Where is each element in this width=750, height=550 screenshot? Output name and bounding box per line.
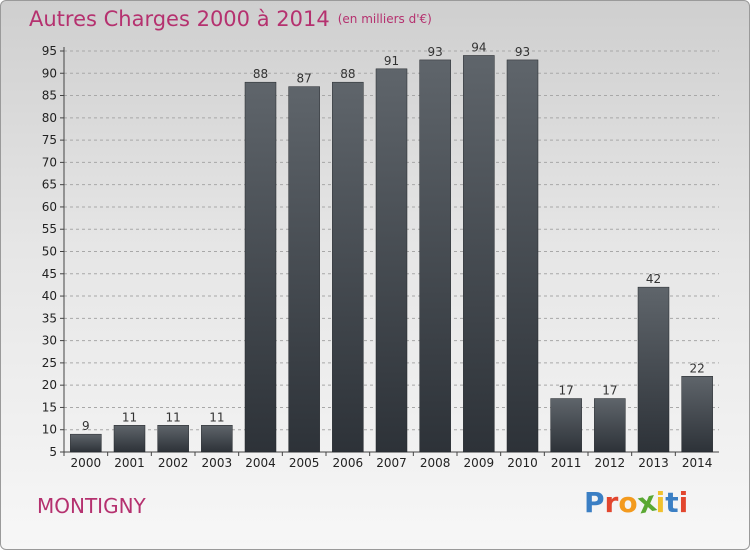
value-label-2007: 91 (384, 54, 399, 68)
y-tick-label: 90 (42, 66, 57, 80)
value-label-2006: 88 (340, 67, 355, 81)
value-label-2013: 42 (646, 272, 661, 286)
y-tick-label: 30 (42, 334, 57, 348)
chart-subtitle: (en milliers d'€) (337, 12, 432, 26)
x-tick-label-2007: 2007 (376, 456, 407, 470)
logo-letter: P (584, 486, 605, 519)
bar-2006 (332, 81, 364, 453)
x-tick-label-2010: 2010 (507, 456, 538, 470)
chart-title: Autres Charges 2000 à 2014 (29, 7, 330, 31)
y-tick-label: 20 (42, 378, 57, 392)
bar-2005 (288, 86, 320, 453)
value-label-2008: 93 (428, 45, 443, 59)
bar-2002 (157, 425, 189, 453)
bar-2007 (375, 68, 408, 453)
y-tick-label: 10 (42, 423, 57, 437)
value-label-2001: 11 (122, 410, 137, 424)
value-label-2002: 11 (166, 410, 181, 424)
value-label-2012: 17 (602, 384, 617, 398)
bar-2013 (637, 286, 670, 453)
x-tick-label-2000: 2000 (71, 456, 102, 470)
bar-2008 (419, 59, 451, 453)
value-labels: 9 11 11 11 88 87 88 91 93 94 93 17 17 42 22 (82, 40, 705, 433)
y-tick-label: 65 (42, 178, 57, 192)
bar-2001 (113, 425, 146, 453)
x-tick-label-2001: 2001 (114, 456, 145, 470)
bar-2000 (70, 433, 102, 453)
bar-2010 (506, 59, 539, 453)
y-tick-label: 70 (42, 155, 57, 169)
y-tick-label: 50 (42, 245, 57, 259)
x-tick-label-2002: 2002 (158, 456, 189, 470)
x-tick-label-2003: 2003 (202, 456, 233, 470)
value-label-2009: 94 (471, 40, 486, 54)
bar-2011 (550, 398, 582, 453)
y-tick-label: 40 (42, 289, 57, 303)
logo-letter: t (665, 486, 679, 519)
x-tick-label-2012: 2012 (595, 456, 626, 470)
bar-2012 (594, 398, 626, 453)
y-tick-label: 75 (42, 133, 57, 147)
y-tick-label: 35 (42, 311, 57, 325)
x-tick-label-2011: 2011 (551, 456, 582, 470)
logo-letter: r (604, 486, 619, 519)
y-tick-label: 60 (42, 200, 57, 214)
bar-2009 (463, 55, 495, 453)
value-label-2014: 22 (690, 361, 705, 375)
y-tick-label: 5 (49, 445, 57, 459)
x-tick-label-2004: 2004 (245, 456, 276, 470)
logo-letter: o (618, 486, 638, 519)
gridlines (64, 50, 719, 431)
y-tick-label: 85 (42, 89, 57, 103)
x-tick-label-2013: 2013 (638, 456, 669, 470)
value-label-2000: 9 (82, 419, 90, 433)
value-label-2004: 88 (253, 67, 268, 81)
y-tick-label: 15 (42, 400, 57, 414)
x-tick-label-2008: 2008 (420, 456, 451, 470)
logo-letter: i (678, 486, 689, 519)
y-tick-label: 55 (42, 222, 57, 236)
logo-letter: i (655, 486, 666, 519)
value-label-2003: 11 (209, 410, 224, 424)
bars (70, 55, 713, 453)
y-tick-label: 25 (42, 356, 57, 370)
value-label-2011: 17 (559, 384, 574, 398)
value-label-2010: 93 (515, 45, 530, 59)
y-tick-label: 45 (42, 267, 57, 281)
x-tick-label-2005: 2005 (289, 456, 320, 470)
chart-title-block: Autres Charges 2000 à 2014 (en milliers d… (29, 7, 432, 31)
y-tick-label: 95 (42, 44, 57, 58)
value-label-2005: 87 (297, 72, 312, 86)
x-tick-label-2014: 2014 (682, 456, 713, 470)
location-name: MONTIGNY (37, 494, 146, 518)
proxiti-logo: Proxiti (584, 484, 689, 520)
bar-2004 (244, 81, 277, 453)
x-tick-label-2006: 2006 (333, 456, 364, 470)
x-tick-label-2009: 2009 (464, 456, 495, 470)
y-tick-label: 80 (42, 111, 57, 125)
bar-2003 (201, 425, 233, 453)
bar-2014 (681, 376, 713, 453)
